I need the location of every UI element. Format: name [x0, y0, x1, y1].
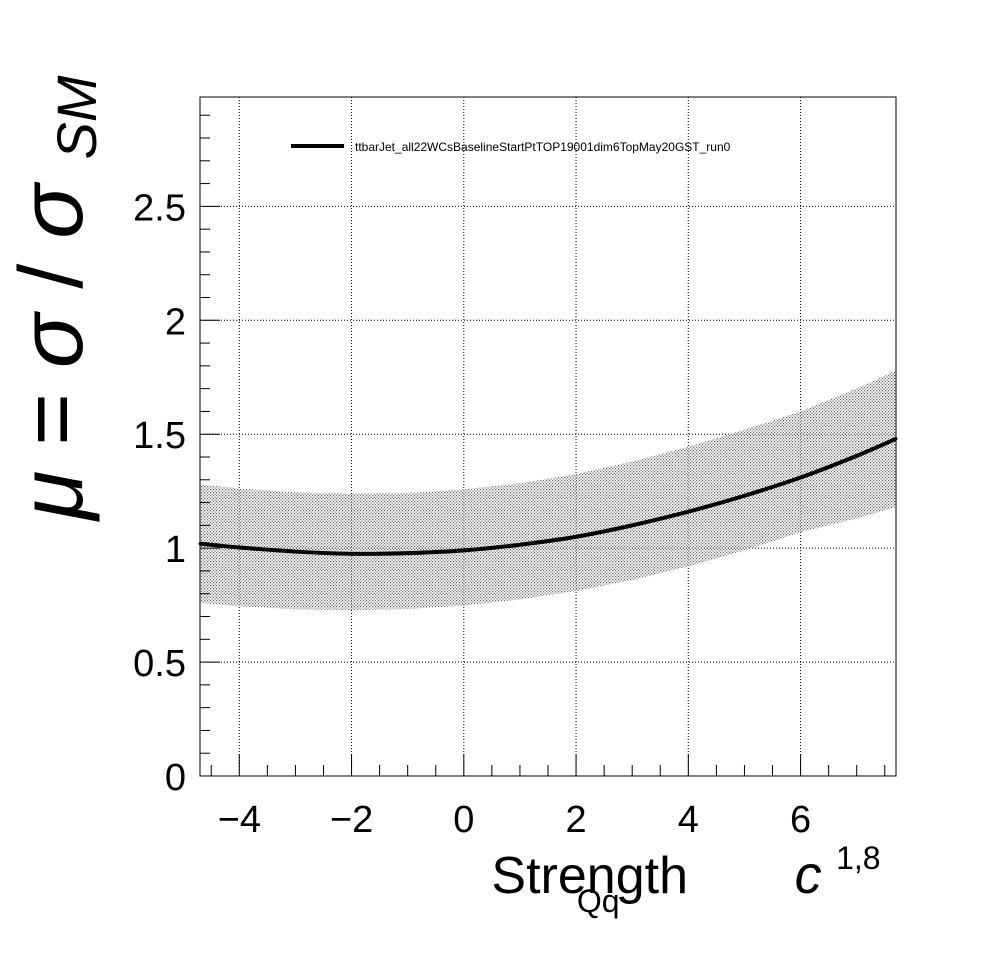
uncertainty-band — [200, 370, 896, 611]
x-axis-label: c 1,8 Qq Strength — [491, 823, 895, 924]
x-tick-label: −2 — [330, 799, 373, 841]
x-label-subscript: Qq — [577, 883, 620, 919]
y-label-equals: = — [2, 368, 102, 446]
x-label-suffix: Strength — [491, 847, 688, 905]
x-tick-label: 2 — [565, 799, 586, 841]
data-point — [686, 510, 690, 514]
y-axis-label: μ = σ / σ SM — [2, 75, 108, 522]
legend-entry: ttbarJet_all22WCsBaselineStartPtTOP19001… — [355, 140, 731, 154]
x-label-symbol: c — [795, 845, 822, 905]
y-tick-label: 1.5 — [133, 415, 186, 457]
data-point — [293, 550, 297, 554]
y-label-slash: / — [2, 264, 102, 289]
data-point — [237, 545, 241, 549]
data-point — [350, 552, 354, 556]
x-tick-label: 6 — [790, 799, 811, 841]
data-point — [462, 548, 466, 552]
y-tick-label: 2 — [165, 301, 186, 343]
y-tick-label: 1 — [165, 529, 186, 571]
x-tick-labels: −4 −2 0 2 4 6 — [218, 799, 812, 841]
data-point — [799, 476, 803, 480]
data-point — [742, 494, 746, 498]
data-point — [630, 523, 634, 527]
y-label-sigma: σ — [2, 310, 102, 368]
y-label-subscript: SM — [45, 75, 108, 159]
x-tick-label: 4 — [678, 799, 699, 841]
axis-ticks — [200, 114, 886, 777]
y-tick-labels: 0 0.5 1 1.5 2 2.5 — [133, 187, 186, 799]
data-point — [518, 543, 522, 547]
data-point — [406, 551, 410, 555]
y-label-sigma-sm: σ — [2, 181, 102, 239]
y-tick-label: 0.5 — [133, 643, 186, 685]
series-line — [199, 436, 897, 556]
data-point — [855, 454, 859, 458]
y-tick-label: 2.5 — [133, 187, 186, 229]
data-point — [574, 535, 578, 539]
x-tick-label: 0 — [453, 799, 474, 841]
legend: ttbarJet_all22WCsBaselineStartPtTOP19001… — [291, 140, 731, 154]
x-tick-label: −4 — [218, 799, 261, 841]
y-tick-label: 0 — [165, 757, 186, 799]
x-label-superscript: 1,8 — [836, 840, 880, 876]
y-label-mu: μ — [2, 471, 102, 522]
